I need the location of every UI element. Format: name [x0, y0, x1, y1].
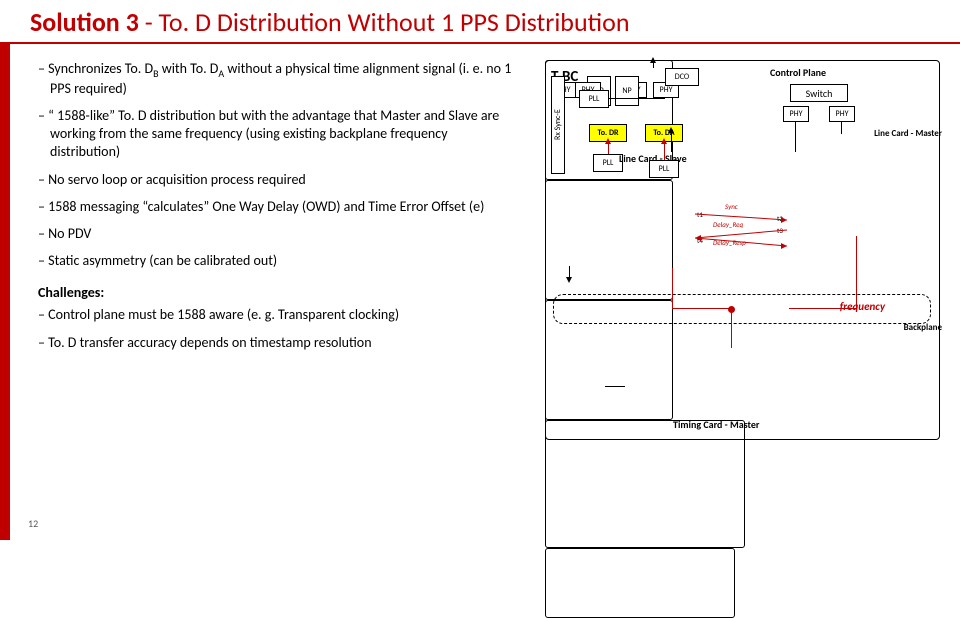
- accent-bar: [0, 42, 10, 540]
- challenge: Control plane must be 1588 aware (e. g. …: [38, 306, 518, 324]
- page-title: Solution 3 - To. D Distribution Without …: [30, 6, 629, 38]
- switch-box: Switch: [790, 84, 848, 102]
- rx-synce-box: Rx Sync-E: [551, 76, 565, 174]
- pll-box: PLL: [649, 160, 679, 178]
- linecard-master-label: Line Card - Master: [874, 128, 942, 139]
- bullet: No PDV: [38, 225, 518, 243]
- conn-line: [653, 62, 654, 68]
- conn-line: [569, 266, 570, 278]
- bullet-list: Synchronizes To. DB with To. DA without …: [38, 60, 518, 361]
- title-bold: Solution 3: [30, 6, 139, 38]
- bullet: No servo loop or acquisition process req…: [38, 171, 518, 189]
- control-plane-label: Control Plane: [770, 66, 870, 80]
- bullet: “ 1588-like” To. D distribution but with…: [38, 107, 518, 162]
- conn-line: [605, 386, 625, 387]
- msg-lines: [693, 208, 793, 252]
- red-line: [856, 236, 857, 308]
- red-line: [608, 143, 609, 154]
- backplane-label: Backplane: [904, 322, 942, 333]
- architecture-diagram: T-BC Control Plane Switch PHY PHY Line C…: [545, 60, 940, 440]
- phy-box: PHY: [829, 106, 855, 122]
- conn-line: [671, 132, 672, 152]
- title-rest: - To. D Distribution Without 1 PPS Distr…: [139, 6, 630, 38]
- bullet: Synchronizes To. DB with To. DA without …: [38, 60, 518, 98]
- red-node: [728, 306, 735, 313]
- timing-card-label: Timing Card - Master: [673, 418, 759, 431]
- red-line: [672, 308, 732, 309]
- page-number: 12: [28, 517, 38, 530]
- challenge: To. D transfer accuracy depends on times…: [38, 334, 518, 352]
- dco-box: DCO: [665, 68, 699, 86]
- bullet: 1588 messaging “calculates” One Way Dela…: [38, 198, 518, 216]
- pll-box: PLL: [579, 90, 609, 108]
- red-line: [731, 308, 732, 348]
- timing-card: PLL DCO: [545, 548, 735, 618]
- np-box: NP: [615, 76, 639, 106]
- frequency-label: frequency: [840, 300, 885, 313]
- challenges-heading: Challenges:: [38, 284, 518, 302]
- red-line: [789, 308, 857, 309]
- red-line: [672, 268, 673, 308]
- phy-box: PHY: [783, 106, 809, 122]
- conn-line: [795, 122, 796, 152]
- title-rule: [10, 42, 960, 44]
- conn-line: [609, 98, 665, 99]
- conn-line: [841, 122, 842, 134]
- red-line: [664, 143, 665, 160]
- bullet: Static asymmetry (can be calibrated out): [38, 252, 518, 270]
